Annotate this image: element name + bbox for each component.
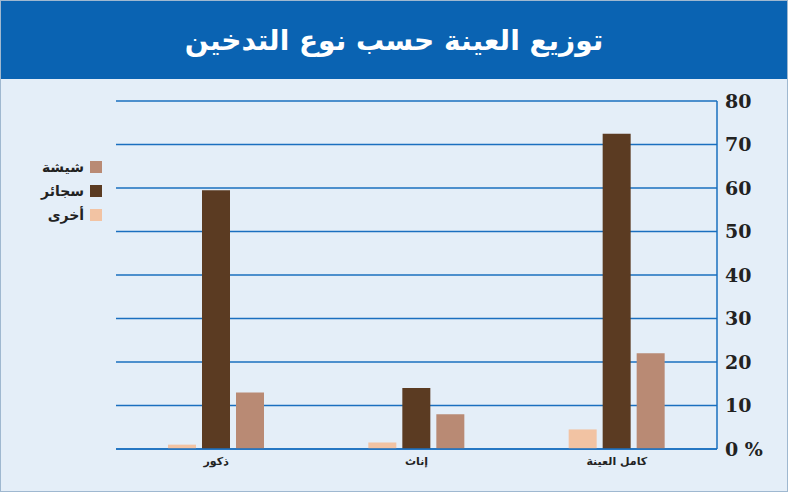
html-text:أخرى: أخرى [47, 207, 85, 223]
svg-text:20: 20 [725, 351, 751, 373]
svg-text:50: 50 [725, 220, 751, 242]
html-text:توزيع العينة حسب نوع التدخين: توزيع العينة حسب نوع التدخين [184, 23, 604, 57]
svg-text:60: 60 [725, 177, 751, 199]
html-text:شيشة: شيشة [41, 159, 85, 175]
svg-text:40: 40 [725, 264, 751, 286]
svg-text:0 %: 0 % [725, 438, 763, 460]
svg-text:30: 30 [725, 307, 751, 329]
svg-text:10: 10 [725, 394, 751, 416]
html-text:سجائر: سجائر [41, 183, 85, 199]
svg-text:إناث: إناث [405, 455, 428, 468]
svg-text:كامل العينة: كامل العينة [586, 455, 647, 468]
svg-text:ذكور: ذكور [203, 455, 230, 468]
svg-text:80: 80 [725, 90, 751, 112]
svg-text:70: 70 [725, 133, 751, 155]
